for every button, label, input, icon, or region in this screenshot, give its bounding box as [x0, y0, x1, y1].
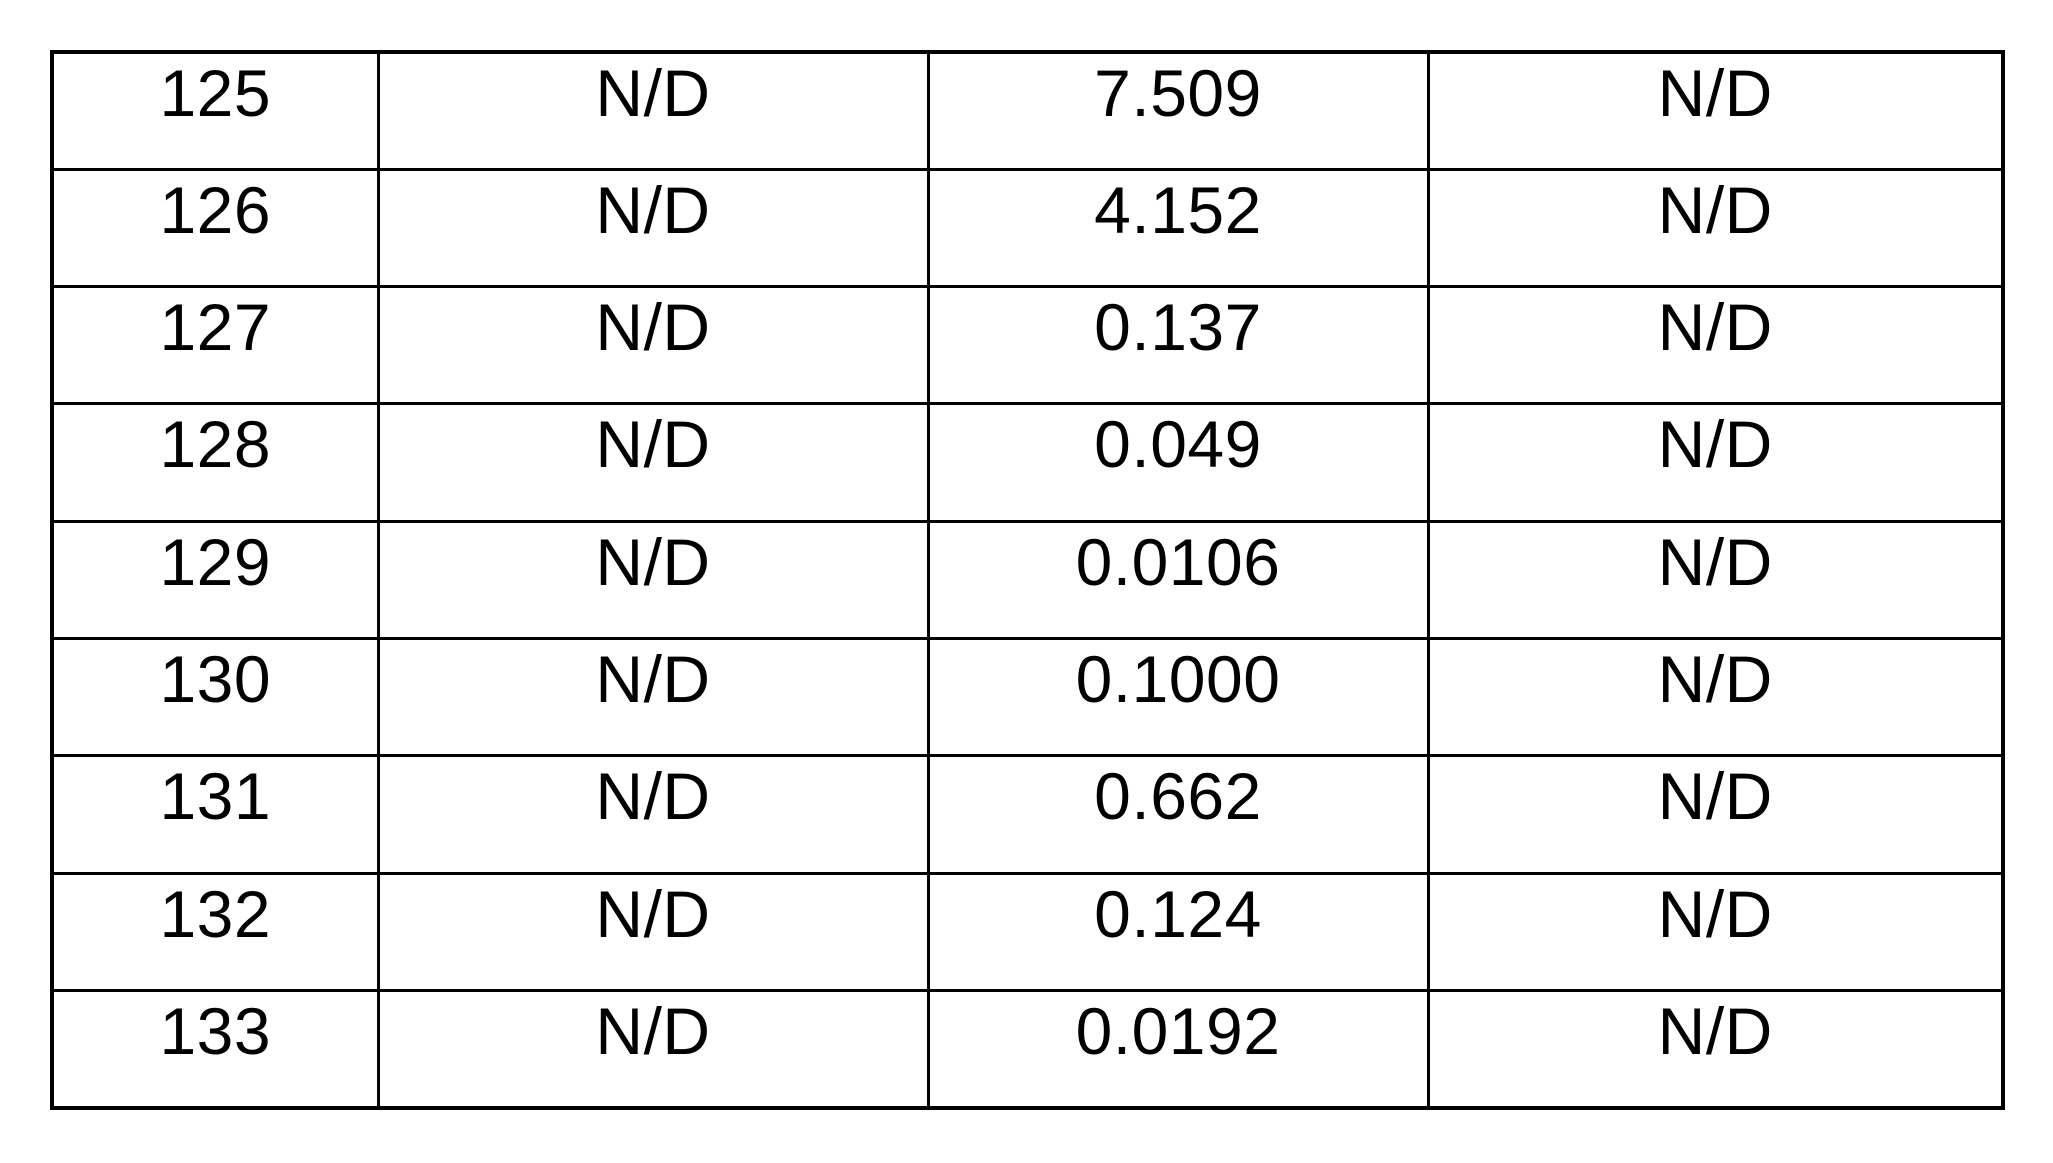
table-row: 129 N/D 0.0106 N/D: [50, 519, 2005, 641]
table-row: 132 N/D 0.124 N/D: [50, 871, 2005, 993]
table-cell-value: N/D: [1426, 402, 2005, 523]
table-cell-row-id: 132: [50, 871, 380, 993]
table-cell-value: N/D: [1426, 989, 2005, 1110]
table-cell-row-id: 128: [50, 402, 380, 523]
table-cell-value: 0.137: [926, 285, 1430, 406]
table-cell-value: N/D: [376, 402, 930, 523]
table-cell-value: N/D: [376, 754, 930, 875]
table-cell-value: N/D: [1426, 754, 2005, 875]
table-row: 131 N/D 0.662 N/D: [50, 754, 2005, 875]
table-row: 130 N/D 0.1000 N/D: [50, 637, 2005, 758]
table-cell-value: N/D: [1426, 519, 2005, 641]
table-cell-value: N/D: [376, 989, 930, 1110]
table-row: 133 N/D 0.0192 N/D: [50, 989, 2005, 1110]
table-cell-value: 7.509: [926, 50, 1430, 171]
table-cell-row-id: 126: [50, 167, 380, 289]
table-cell-value: N/D: [1426, 637, 2005, 758]
table-cell-value: 0.049: [926, 402, 1430, 523]
table-cell-row-id: 129: [50, 519, 380, 641]
table-cell-value: 0.0192: [926, 989, 1430, 1110]
table-cell-value: 0.662: [926, 754, 1430, 875]
table-cell-row-id: 127: [50, 285, 380, 406]
table-row: 125 N/D 7.509 N/D: [50, 50, 2005, 171]
table-cell-value: N/D: [1426, 871, 2005, 993]
table-cell-row-id: 125: [50, 50, 380, 171]
table-cell-row-id: 133: [50, 989, 380, 1110]
table-cell-value: N/D: [376, 167, 930, 289]
table-cell-value: N/D: [376, 871, 930, 993]
table-cell-value: 4.152: [926, 167, 1430, 289]
table-cell-value: N/D: [1426, 285, 2005, 406]
table-cell-value: 0.0106: [926, 519, 1430, 641]
table-cell-value: N/D: [1426, 167, 2005, 289]
table-row: 126 N/D 4.152 N/D: [50, 167, 2005, 289]
table-cell-row-id: 131: [50, 754, 380, 875]
table-cell-row-id: 130: [50, 637, 380, 758]
data-table: 125 N/D 7.509 N/D 126 N/D 4.152 N/D 127 …: [50, 50, 2005, 1110]
table-cell-value: N/D: [376, 50, 930, 171]
table-cell-value: 0.1000: [926, 637, 1430, 758]
table-cell-value: N/D: [376, 637, 930, 758]
table-cell-value: N/D: [1426, 50, 2005, 171]
table-cell-value: N/D: [376, 519, 930, 641]
table-cell-value: 0.124: [926, 871, 1430, 993]
table-row: 127 N/D 0.137 N/D: [50, 285, 2005, 406]
table-row: 128 N/D 0.049 N/D: [50, 402, 2005, 523]
table-cell-value: N/D: [376, 285, 930, 406]
